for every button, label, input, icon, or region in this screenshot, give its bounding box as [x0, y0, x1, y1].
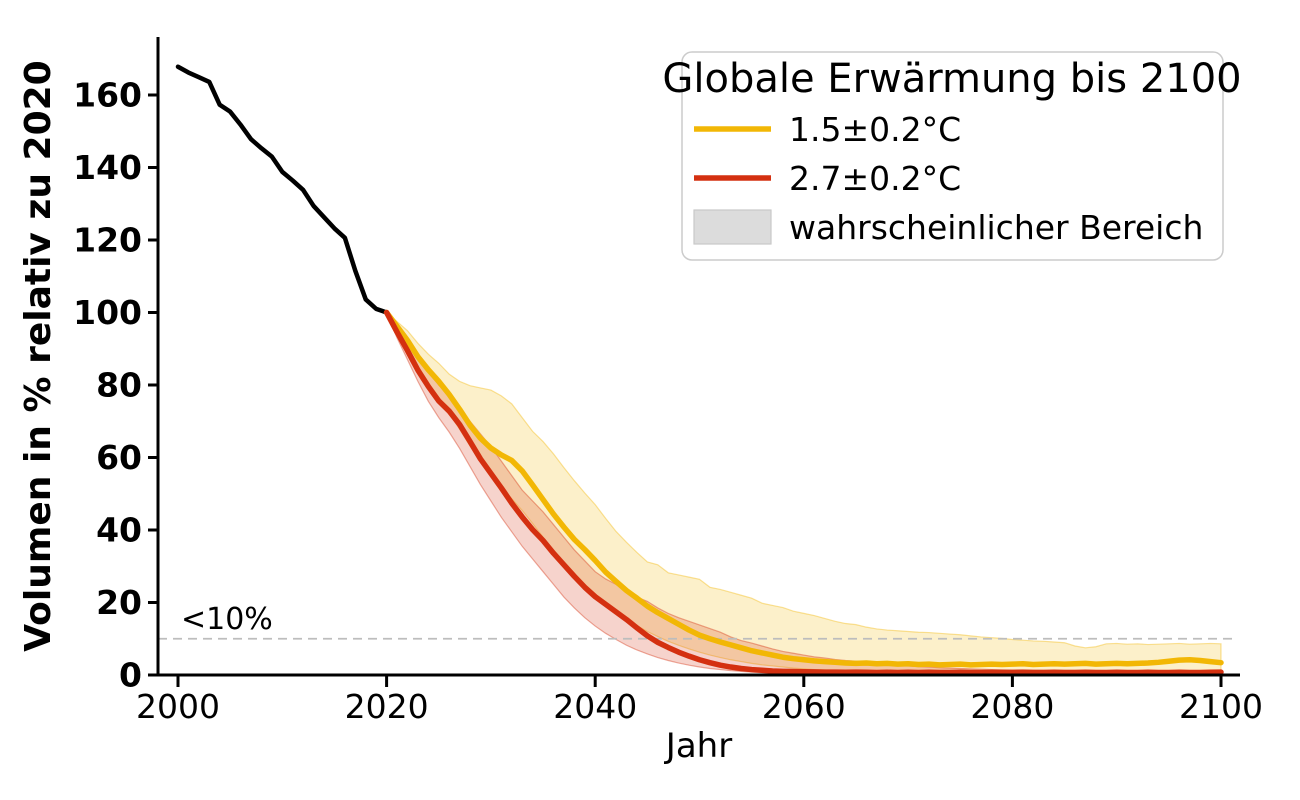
x-tick-label-2020: 2020	[345, 687, 429, 726]
band-1-5C	[386, 312, 1222, 675]
x-tick-label-2000: 2000	[136, 687, 220, 726]
x-axis-title: Jahr	[664, 726, 732, 766]
ten-percent-annotation: <10%	[181, 602, 273, 637]
legend-label-likely-range: wahrscheinlicher Bereich	[789, 208, 1203, 247]
series-line-2-7C	[383, 309, 1224, 676]
legend-label-1-5C: 1.5±0.2°C	[789, 110, 961, 149]
x-tick-label-2100: 2100	[1179, 687, 1263, 726]
y-tick-label-20: 20	[96, 583, 142, 622]
series-line-1-5C	[383, 309, 1224, 668]
x-tick-label-2040: 2040	[553, 687, 637, 726]
series-line-historical	[175, 64, 389, 315]
x-tick-label-2080: 2080	[970, 687, 1054, 726]
x-tick-label-2060: 2060	[762, 687, 846, 726]
y-tick-label-40: 40	[96, 511, 142, 550]
legend-title: Globale Erwärmung bis 2100	[662, 56, 1241, 102]
x-axis: 2000 2020 2040 2060 2080 2100	[136, 676, 1263, 726]
y-tick-label-140: 140	[73, 148, 142, 187]
y-tick-label-120: 120	[73, 221, 142, 260]
y-tick-label-160: 160	[73, 76, 142, 115]
legend: Globale Erwärmung bis 2100 1.5±0.2°C 2.7…	[662, 51, 1242, 261]
y-tick-label-60: 60	[96, 438, 142, 477]
y-tick-label-100: 100	[73, 293, 142, 332]
y-axis-title: Volumen in % relativ zu 2020	[18, 60, 59, 651]
data-lines	[175, 64, 1224, 676]
y-axis: 0 20 40 60 80 100 120 140 160	[73, 76, 157, 695]
y-tick-label-80: 80	[96, 366, 142, 405]
y-tick-label-0: 0	[119, 656, 142, 695]
legend-swatch-likely-range	[693, 209, 772, 245]
legend-box	[681, 51, 1224, 261]
legend-label-2-7C: 2.7±0.2°C	[789, 159, 961, 198]
